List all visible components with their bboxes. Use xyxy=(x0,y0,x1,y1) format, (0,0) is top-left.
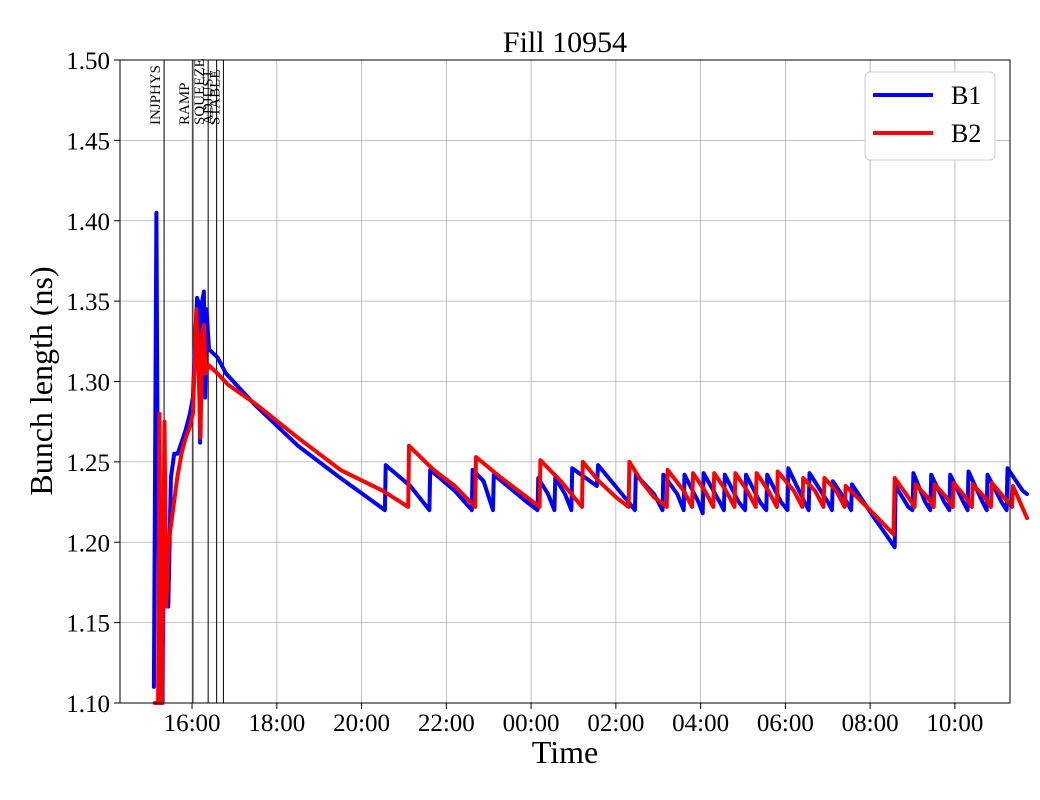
x-tick-label: 20:00 xyxy=(333,710,390,737)
x-tick-label: 22:00 xyxy=(418,710,475,737)
y-tick-label: 1.45 xyxy=(66,128,110,155)
phase-label: STABLE xyxy=(207,70,223,125)
y-axis-ticks: 1.10 1.15 1.20 1.25 1.30 1.35 1.40 1.45 1.50 xyxy=(66,48,120,718)
legend-label-b2: B2 xyxy=(951,119,981,148)
x-tick-label: 00:00 xyxy=(503,710,560,737)
phase-label: SQUEEZE xyxy=(192,58,208,125)
x-tick-label: 02:00 xyxy=(587,710,644,737)
legend-label-b1: B1 xyxy=(951,81,981,110)
x-tick-label: 08:00 xyxy=(842,710,899,737)
x-tick-label: 18:00 xyxy=(248,710,305,737)
data-series xyxy=(151,210,1029,705)
y-tick-label: 1.20 xyxy=(66,530,110,557)
phase-label: INJPHYS xyxy=(148,65,164,125)
x-axis-ticks: 16:00 18:00 20:00 22:00 00:00 02:00 04:00 06:00… xyxy=(164,703,983,737)
y-axis-label: Bunch length (ns) xyxy=(23,266,59,495)
chart-title: Fill 10954 xyxy=(503,26,627,59)
x-tick-label: 06:00 xyxy=(757,710,814,737)
y-tick-label: 1.15 xyxy=(66,611,110,638)
y-tick-label: 1.10 xyxy=(66,691,110,718)
y-tick-label: 1.40 xyxy=(66,209,110,236)
x-axis-label: Time xyxy=(532,734,598,770)
y-tick-label: 1.30 xyxy=(66,370,110,397)
phase-label: RAMP xyxy=(177,82,193,125)
series-line-b2 xyxy=(152,307,1029,705)
x-tick-label: 04:00 xyxy=(672,710,729,737)
phase-label: ADJUST xyxy=(201,69,217,125)
series-line-b1 xyxy=(151,210,1029,705)
y-tick-label: 1.25 xyxy=(66,450,110,477)
y-tick-label: 1.50 xyxy=(66,48,110,75)
y-tick-label: 1.35 xyxy=(66,289,110,316)
x-tick-label: 10:00 xyxy=(926,710,983,737)
x-tick-label: 16:00 xyxy=(164,710,221,737)
